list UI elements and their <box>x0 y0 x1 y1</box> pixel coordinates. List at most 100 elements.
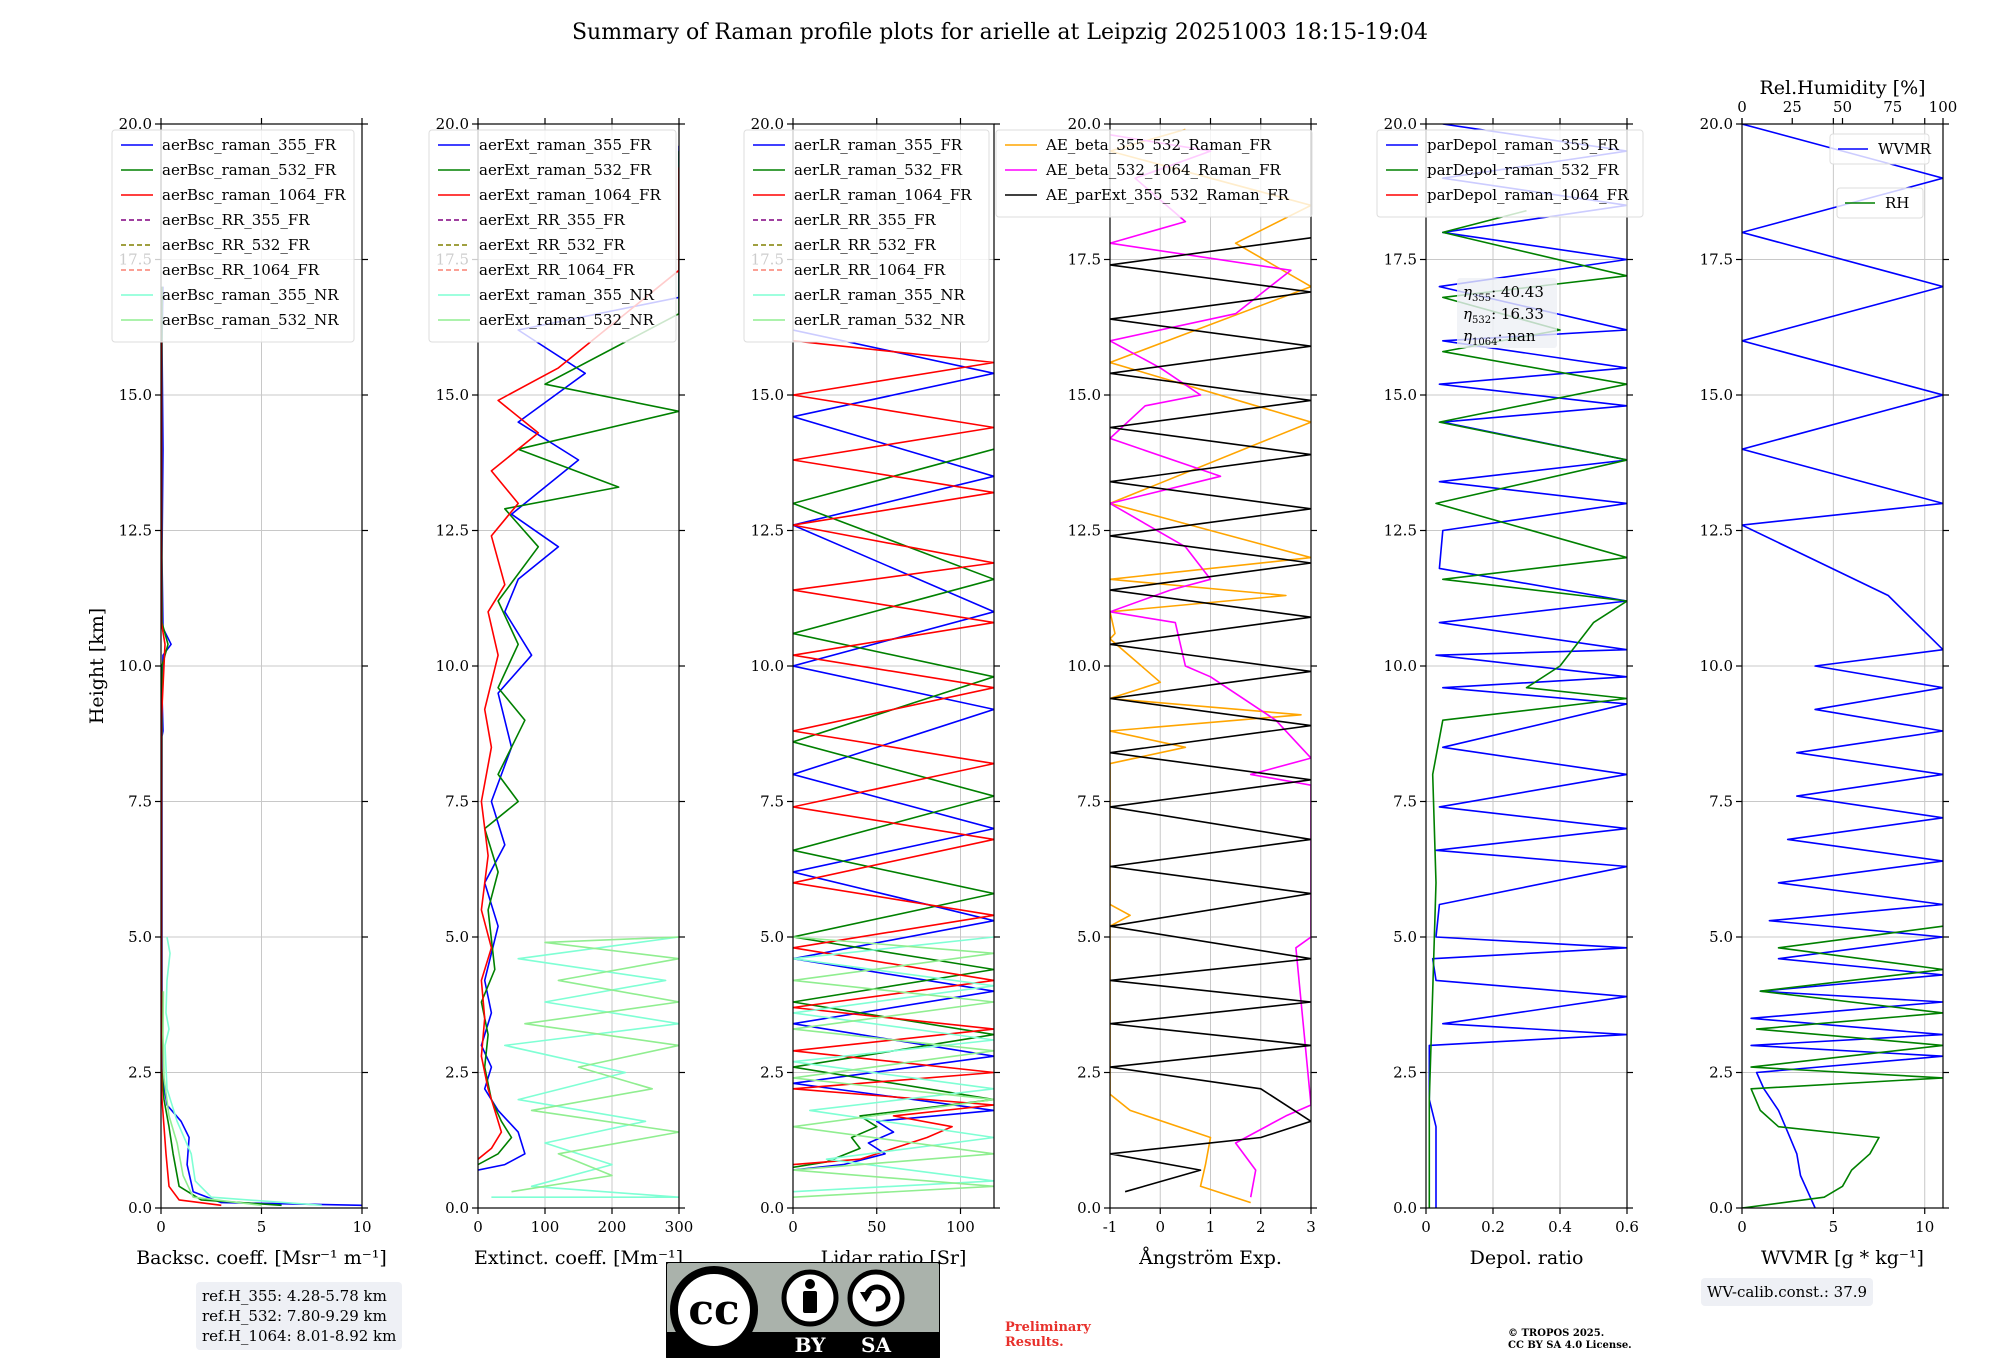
y-tick-label: 12.5 <box>751 522 784 540</box>
legend-label: aerExt_raman_1064_FR <box>479 186 661 204</box>
series-line-AE_beta_532_1064_Raman_FR <box>1110 134 1311 1198</box>
panel-angstrom: -1 0 1 2 3 0.0 2.5 5.0 7.5 10.0 12.5 15.0 17.5 20.0 Ån… <box>995 115 1317 1269</box>
y-tick-label: 2.5 <box>1709 1064 1733 1082</box>
ref-height-532: ref.H_532: 7.80-9.29 km <box>202 1307 387 1325</box>
wv-calibration-box: WV-calib.const.: 37.9 <box>1701 1278 1874 1306</box>
eta-line: η355: 40.43 <box>1463 283 1544 304</box>
panel-depol: 0 0.2 0.4 0.6 0.0 2.5 5.0 7.5 10.0 12.5 15.0 17.5 20… <box>1376 115 1644 1269</box>
legend-entry: RH <box>1836 187 1924 219</box>
y-tick-label: 17.5 <box>1384 251 1417 269</box>
x-tick-label: 0 <box>473 1218 483 1236</box>
y-tick-label: 15.0 <box>119 386 152 404</box>
legend-label: aerExt_RR_1064_FR <box>479 261 635 279</box>
legend-label: aerExt_RR_355_FR <box>479 211 626 229</box>
series-line-aerLR_raman_532_FR <box>793 448 994 1169</box>
legend-box <box>1836 187 1924 219</box>
legend-label: aerBsc_raman_1064_FR <box>162 186 346 204</box>
y-tick-label: 5.0 <box>1709 928 1733 946</box>
x-tick-label: 2 <box>1256 1218 1266 1236</box>
legend: aerExt_raman_355_FR aerExt_raman_532_FRae… <box>428 129 677 343</box>
x-tick-label: 0.6 <box>1615 1218 1639 1236</box>
x-tick-label: 0.2 <box>1481 1218 1505 1236</box>
y-tick-label: 15.0 <box>1384 386 1417 404</box>
series-line-RH <box>1742 925 1943 1208</box>
legend: parDepol_raman_355_FR parDepol_raman_532_… <box>1376 129 1644 218</box>
series-line-aerLR_raman_355_NR <box>793 936 994 1193</box>
preliminary-line-1: Preliminary <box>1005 1320 1091 1335</box>
panel-backscatter: 05100.02.55.07.510.012.515.017.520.0Back… <box>111 115 387 1269</box>
cc-sa-label: SA <box>861 1333 891 1357</box>
legend: aerLR_raman_355_FR aerLR_raman_532_FR aerL… <box>743 129 990 343</box>
legend: aerBsc_raman_355_FR aerBsc_raman_532_FRae… <box>111 129 355 343</box>
y-tick-label: 12.5 <box>436 522 469 540</box>
y-tick-label: 15.0 <box>751 386 784 404</box>
y-tick-label: 7.5 <box>1709 793 1733 811</box>
cc-by-label: BY <box>795 1333 827 1357</box>
legend-box <box>1376 129 1644 218</box>
y-tick-label: 5.0 <box>1393 928 1417 946</box>
y-tick-label: 0.0 <box>128 1199 152 1217</box>
legend-label: aerLR_raman_355_NR <box>794 286 965 304</box>
y-tick-label: 5.0 <box>760 928 784 946</box>
legend-box <box>995 129 1313 218</box>
series-line-aerBsc_raman_532_FR <box>161 286 282 1207</box>
cc-license-badge: cc BY SA <box>666 1262 940 1358</box>
series-line-parDepol_raman_355_FR <box>1428 124 1627 1208</box>
y-tick-label: 0.0 <box>760 1199 784 1217</box>
x-axis-label: Depol. ratio <box>1470 1247 1584 1269</box>
x-tick-label: 5 <box>1829 1218 1839 1236</box>
y-tick-label: 17.5 <box>1700 251 1733 269</box>
series-group <box>793 329 994 1198</box>
x-tick-label: 0 <box>1421 1218 1431 1236</box>
y-tick-label: 12.5 <box>1384 522 1417 540</box>
y-tick-label: 20.0 <box>751 115 784 133</box>
y-tick-label: 2.5 <box>128 1064 152 1082</box>
x-tick-label: 0 <box>788 1218 798 1236</box>
y-tick-label: 20.0 <box>1700 115 1733 133</box>
legend-label: aerLR_RR_1064_FR <box>794 261 946 279</box>
y-tick-label: 0.0 <box>445 1199 469 1217</box>
series-group <box>478 145 679 1198</box>
y-tick-label: 2.5 <box>1077 1064 1101 1082</box>
legend-label: aerLR_raman_532_FR <box>794 161 963 179</box>
legend-label: aerExt_raman_532_FR <box>479 161 652 179</box>
y-tick-label: 20.0 <box>1068 115 1101 133</box>
top-x-tick-label: 0 <box>1737 98 1747 116</box>
legend-label: aerBsc_raman_355_NR <box>162 286 339 304</box>
y-tick-label: 10.0 <box>1068 657 1101 675</box>
series-group <box>1110 128 1311 1204</box>
series-line-aerExt_raman_532_FR <box>478 151 679 1166</box>
series-line-aerLR_raman_1064_FR <box>793 340 994 1166</box>
y-tick-label: 5.0 <box>1077 928 1101 946</box>
ref-height-355: ref.H_355: 4.28-5.78 km <box>202 1287 387 1305</box>
series-line-aerExt_raman_355_NR <box>491 936 679 1198</box>
legend-label: aerExt_RR_532_FR <box>479 236 626 254</box>
y-tick-label: 7.5 <box>760 793 784 811</box>
y-tick-label: 2.5 <box>445 1064 469 1082</box>
series-line-aerLR_raman_355_FR <box>793 329 994 1171</box>
top-x-tick-label: 75 <box>1883 98 1902 116</box>
panel-lidar_ratio: 0501000.02.55.07.510.012.515.017.520.0Li… <box>743 115 1000 1269</box>
x-axis-label: Ångström Exp. <box>1138 1247 1282 1269</box>
top-x-tick-label: 50 <box>1833 98 1852 116</box>
x-tick-label: 0.4 <box>1548 1218 1572 1236</box>
legend-label: aerBsc_RR_1064_FR <box>162 261 320 279</box>
legend-label: aerBsc_raman_532_FR <box>162 161 337 179</box>
legend-label: aerExt_raman_355_FR <box>479 136 652 154</box>
y-tick-label: 15.0 <box>436 386 469 404</box>
y-tick-label: 7.5 <box>1077 793 1101 811</box>
legend-label: aerBsc_RR_532_FR <box>162 236 310 254</box>
legend-label: WVMR <box>1878 140 1932 158</box>
y-tick-label: 17.5 <box>1068 251 1101 269</box>
series-group <box>1742 124 1943 1208</box>
legend-entry: WVMR <box>1829 133 1932 165</box>
y-tick-label: 10.0 <box>119 657 152 675</box>
legend-label: parDepol_raman_1064_FR <box>1427 186 1629 204</box>
x-tick-label: 10 <box>352 1218 371 1236</box>
legend-label: aerBsc_raman_355_FR <box>162 136 337 154</box>
legend-label: parDepol_raman_532_FR <box>1427 161 1620 179</box>
y-axis-label: Height [km] <box>86 608 108 724</box>
x-axis-label: Backsc. coeff. [Msr⁻¹ m⁻¹] <box>136 1247 387 1269</box>
legend-label: aerExt_raman_532_NR <box>479 311 655 329</box>
panel-wvmr: 0 5 10 0.0 2.5 5.0 7.5 10.0 12.5 15.0 17.5 20.0 WVMR… <box>1700 77 1958 1269</box>
